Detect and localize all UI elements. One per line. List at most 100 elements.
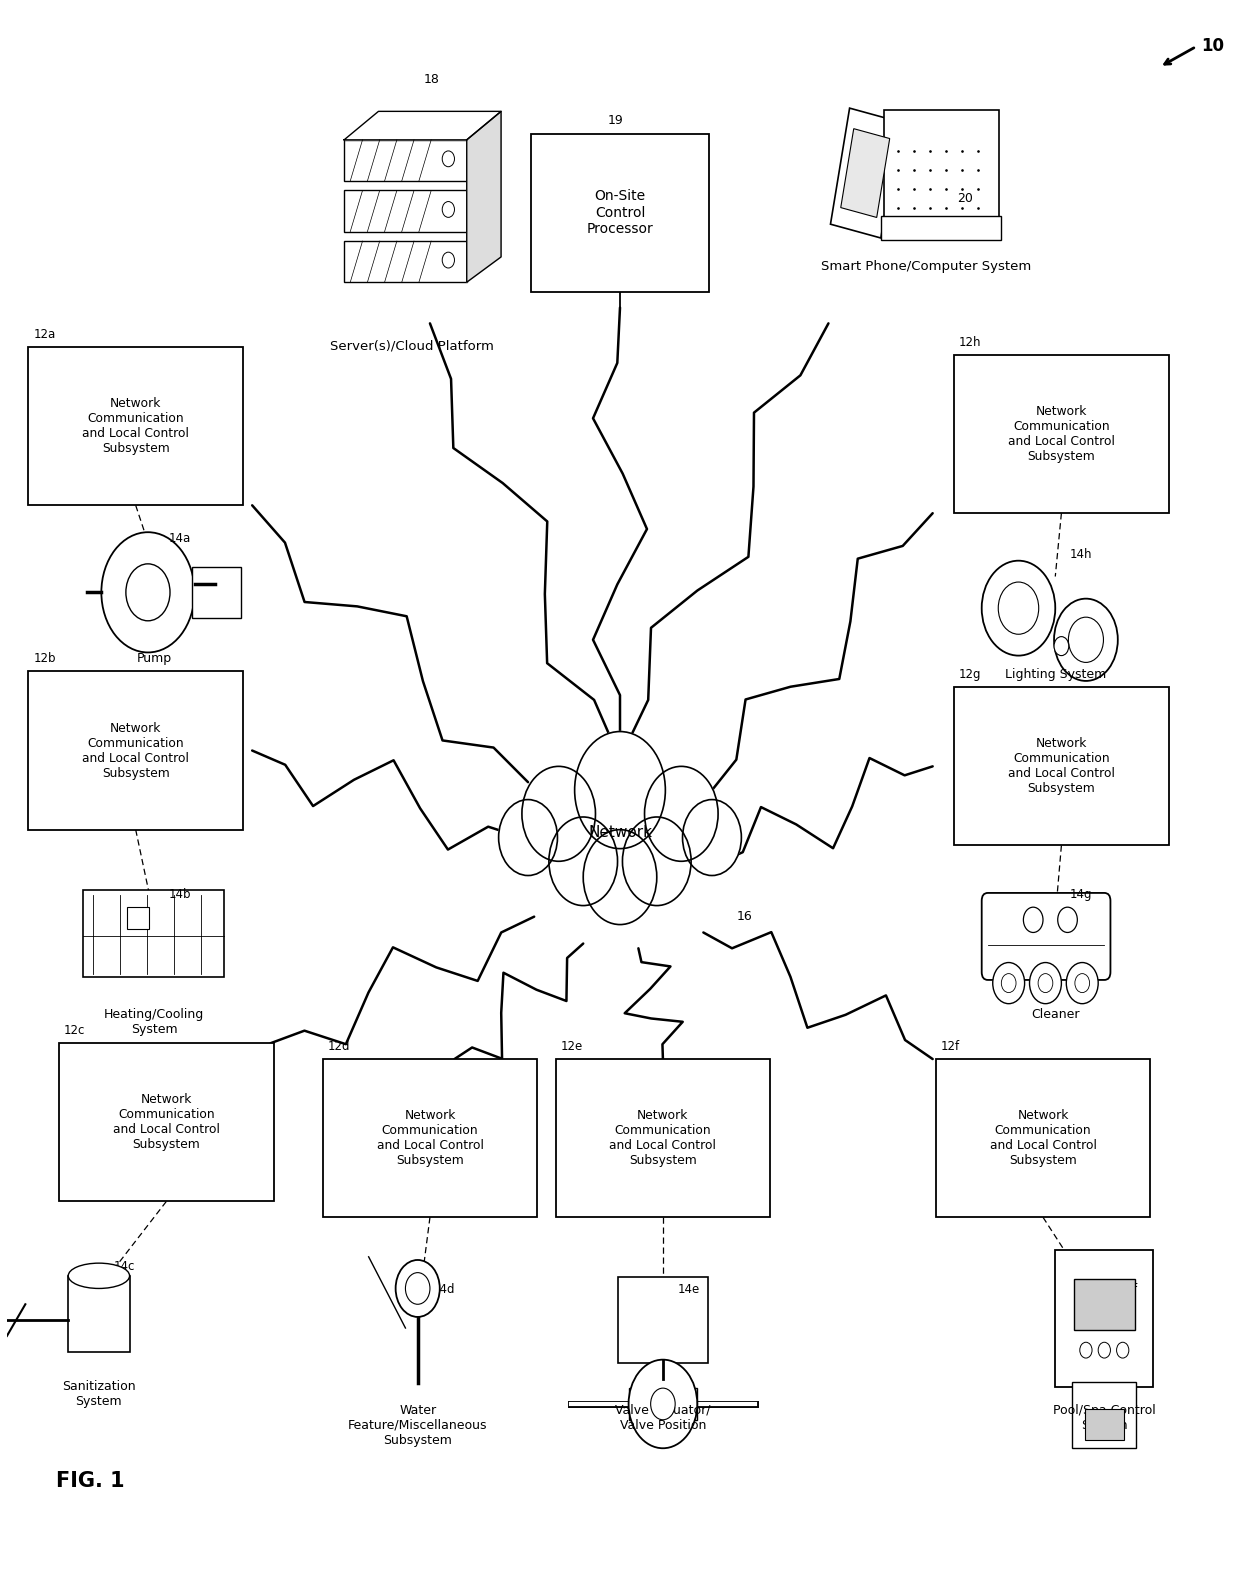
Text: 12a: 12a: [33, 327, 56, 342]
Circle shape: [1075, 974, 1090, 993]
Text: Pump: Pump: [136, 653, 171, 666]
Circle shape: [629, 1360, 697, 1448]
Text: On-Site
Control
Processor: On-Site Control Processor: [587, 190, 653, 236]
Text: 14d: 14d: [433, 1283, 455, 1296]
Circle shape: [549, 817, 618, 905]
Text: 12e: 12e: [560, 1039, 583, 1053]
Text: Water
Feature/Miscellaneous
Subsystem: Water Feature/Miscellaneous Subsystem: [348, 1404, 487, 1448]
FancyBboxPatch shape: [644, 1389, 697, 1420]
Circle shape: [1038, 974, 1053, 993]
Text: 14g: 14g: [1070, 887, 1092, 900]
FancyBboxPatch shape: [982, 892, 1111, 980]
Circle shape: [1116, 1342, 1128, 1358]
Text: 12d: 12d: [327, 1039, 350, 1053]
Bar: [345, 190, 466, 231]
Circle shape: [682, 800, 742, 876]
Circle shape: [1080, 1342, 1092, 1358]
Text: 14a: 14a: [169, 531, 191, 544]
Text: Pool/Spa Control
System: Pool/Spa Control System: [1053, 1404, 1156, 1432]
Circle shape: [443, 252, 455, 268]
Text: 14f: 14f: [1118, 1283, 1138, 1296]
Circle shape: [1023, 907, 1043, 932]
FancyBboxPatch shape: [954, 688, 1168, 846]
Circle shape: [1054, 598, 1117, 681]
Text: 12b: 12b: [33, 653, 56, 666]
FancyBboxPatch shape: [618, 1277, 708, 1363]
Text: Server(s)/Cloud Platform: Server(s)/Cloud Platform: [330, 340, 494, 353]
Circle shape: [998, 583, 1039, 634]
Text: 20: 20: [957, 192, 973, 204]
FancyBboxPatch shape: [1055, 1251, 1153, 1387]
Circle shape: [498, 800, 558, 876]
Polygon shape: [841, 129, 890, 217]
FancyBboxPatch shape: [1073, 1382, 1136, 1448]
Circle shape: [1054, 637, 1069, 656]
Text: 14c: 14c: [114, 1259, 135, 1272]
Text: Valve Actuator/
Valve Position: Valve Actuator/ Valve Position: [615, 1404, 711, 1432]
Circle shape: [574, 731, 666, 849]
Text: 14h: 14h: [1070, 547, 1092, 560]
Text: 19: 19: [608, 115, 624, 128]
FancyBboxPatch shape: [322, 1060, 537, 1218]
Text: Network
Communication
and Local Control
Subsystem: Network Communication and Local Control …: [1008, 405, 1115, 463]
Text: 12g: 12g: [959, 667, 982, 681]
Circle shape: [443, 152, 455, 166]
FancyBboxPatch shape: [192, 567, 241, 618]
Circle shape: [651, 1389, 675, 1420]
Text: Network
Communication
and Local Control
Subsystem: Network Communication and Local Control …: [610, 1109, 717, 1167]
Circle shape: [1002, 974, 1016, 993]
Circle shape: [396, 1259, 440, 1317]
Text: 12c: 12c: [64, 1025, 86, 1037]
Polygon shape: [466, 112, 501, 282]
Text: Network
Communication
and Local Control
Subsystem: Network Communication and Local Control …: [377, 1109, 484, 1167]
Text: Network
Communication
and Local Control
Subsystem: Network Communication and Local Control …: [113, 1093, 219, 1151]
Text: Network
Communication
and Local Control
Subsystem: Network Communication and Local Control …: [990, 1109, 1096, 1167]
Text: 10: 10: [1202, 37, 1224, 56]
Circle shape: [993, 962, 1024, 1004]
Text: 12f: 12f: [941, 1039, 960, 1053]
FancyBboxPatch shape: [1074, 1278, 1135, 1329]
Text: Lighting System: Lighting System: [1004, 669, 1106, 681]
Circle shape: [982, 560, 1055, 656]
Text: Cleaner: Cleaner: [1030, 1009, 1080, 1021]
Text: 18: 18: [424, 73, 440, 86]
Polygon shape: [345, 112, 501, 140]
FancyBboxPatch shape: [68, 1275, 129, 1352]
Circle shape: [1066, 962, 1099, 1004]
Bar: [345, 140, 466, 180]
Text: Network
Communication
and Local Control
Subsystem: Network Communication and Local Control …: [82, 721, 190, 779]
FancyBboxPatch shape: [83, 889, 224, 977]
Circle shape: [1029, 962, 1061, 1004]
Circle shape: [102, 531, 195, 653]
Ellipse shape: [68, 1262, 129, 1288]
FancyBboxPatch shape: [936, 1060, 1151, 1218]
Text: 14e: 14e: [677, 1283, 699, 1296]
Circle shape: [405, 1272, 430, 1304]
Text: 14b: 14b: [169, 887, 191, 900]
Text: Network
Communication
and Local Control
Subsystem: Network Communication and Local Control …: [1008, 737, 1115, 795]
Text: FIG. 1: FIG. 1: [56, 1472, 124, 1491]
Circle shape: [522, 766, 595, 862]
Text: Heating/Cooling
System: Heating/Cooling System: [104, 1009, 205, 1036]
Circle shape: [622, 817, 691, 905]
Circle shape: [443, 201, 455, 217]
Circle shape: [645, 766, 718, 862]
FancyBboxPatch shape: [556, 1060, 770, 1218]
Polygon shape: [831, 109, 900, 238]
Text: 12h: 12h: [959, 335, 982, 348]
Circle shape: [1058, 907, 1078, 932]
FancyBboxPatch shape: [29, 672, 243, 830]
FancyBboxPatch shape: [128, 907, 149, 929]
FancyBboxPatch shape: [60, 1044, 274, 1202]
Text: Network
Communication
and Local Control
Subsystem: Network Communication and Local Control …: [82, 397, 190, 455]
FancyBboxPatch shape: [1085, 1409, 1123, 1440]
Circle shape: [1099, 1342, 1111, 1358]
FancyBboxPatch shape: [954, 354, 1168, 514]
Circle shape: [126, 563, 170, 621]
Circle shape: [1069, 618, 1104, 662]
Circle shape: [583, 830, 657, 924]
Text: Network: Network: [588, 825, 652, 841]
FancyBboxPatch shape: [531, 134, 709, 292]
FancyBboxPatch shape: [629, 1389, 682, 1420]
Text: Smart Phone/Computer System: Smart Phone/Computer System: [821, 260, 1032, 273]
